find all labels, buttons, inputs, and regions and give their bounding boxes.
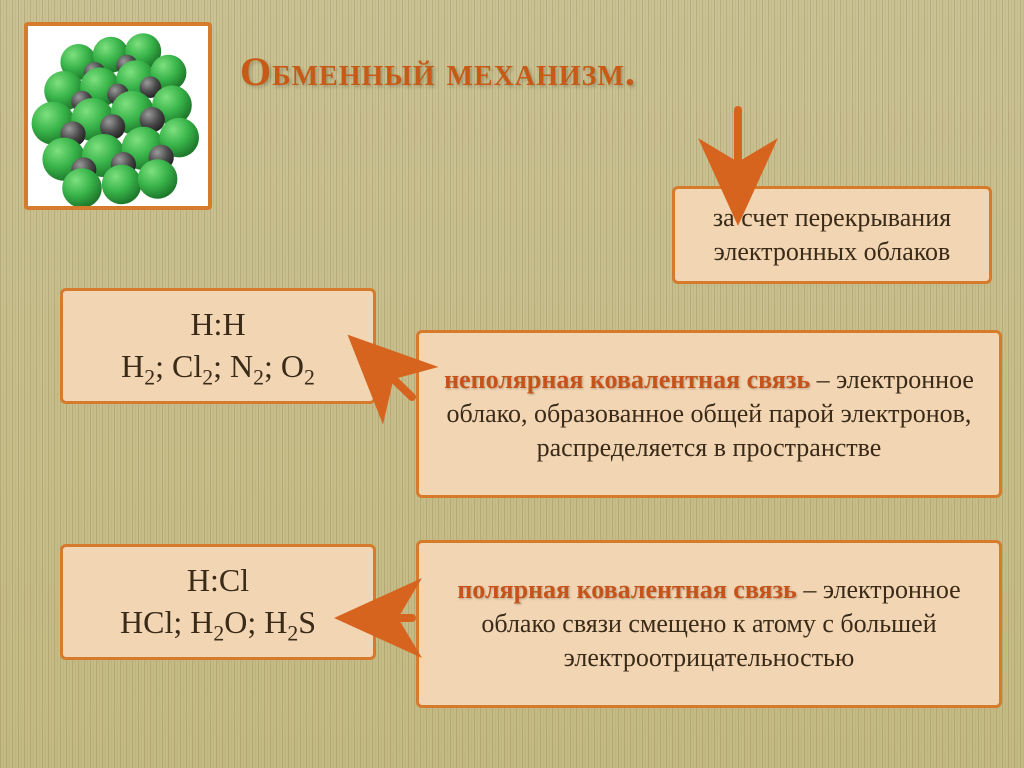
- text-line: электронных облаков: [714, 235, 951, 269]
- definition-head: неполярная ковалентная связь: [444, 365, 810, 394]
- box-polar-examples: H:Cl HCl; H2O; H2S: [60, 544, 376, 660]
- text-line: за счет перекрывания: [713, 201, 951, 235]
- definition-text: полярная ковалентная связь – электронное…: [433, 573, 985, 674]
- slide: Обменный механизм. за счет перекрывания …: [0, 0, 1024, 768]
- definition-head: полярная ковалентная связь: [457, 575, 797, 604]
- formula-line: H2; Cl2; N2; O2: [121, 346, 315, 388]
- slide-title: Обменный механизм.: [240, 48, 636, 95]
- molecule-image: [24, 22, 212, 210]
- box-nonpolar-definition: неполярная ковалентная связь – электронн…: [416, 330, 1002, 498]
- formula-line: H:Cl: [187, 560, 249, 602]
- formula-line: H:H: [190, 304, 245, 346]
- box-polar-definition: полярная ковалентная связь – электронное…: [416, 540, 1002, 708]
- formula-line: HCl; H2O; H2S: [120, 602, 316, 644]
- box-cloud-overlap: за счет перекрывания электронных облаков: [672, 186, 992, 284]
- box-nonpolar-examples: H:H H2; Cl2; N2; O2: [60, 288, 376, 404]
- definition-text: неполярная ковалентная связь – электронн…: [433, 363, 985, 464]
